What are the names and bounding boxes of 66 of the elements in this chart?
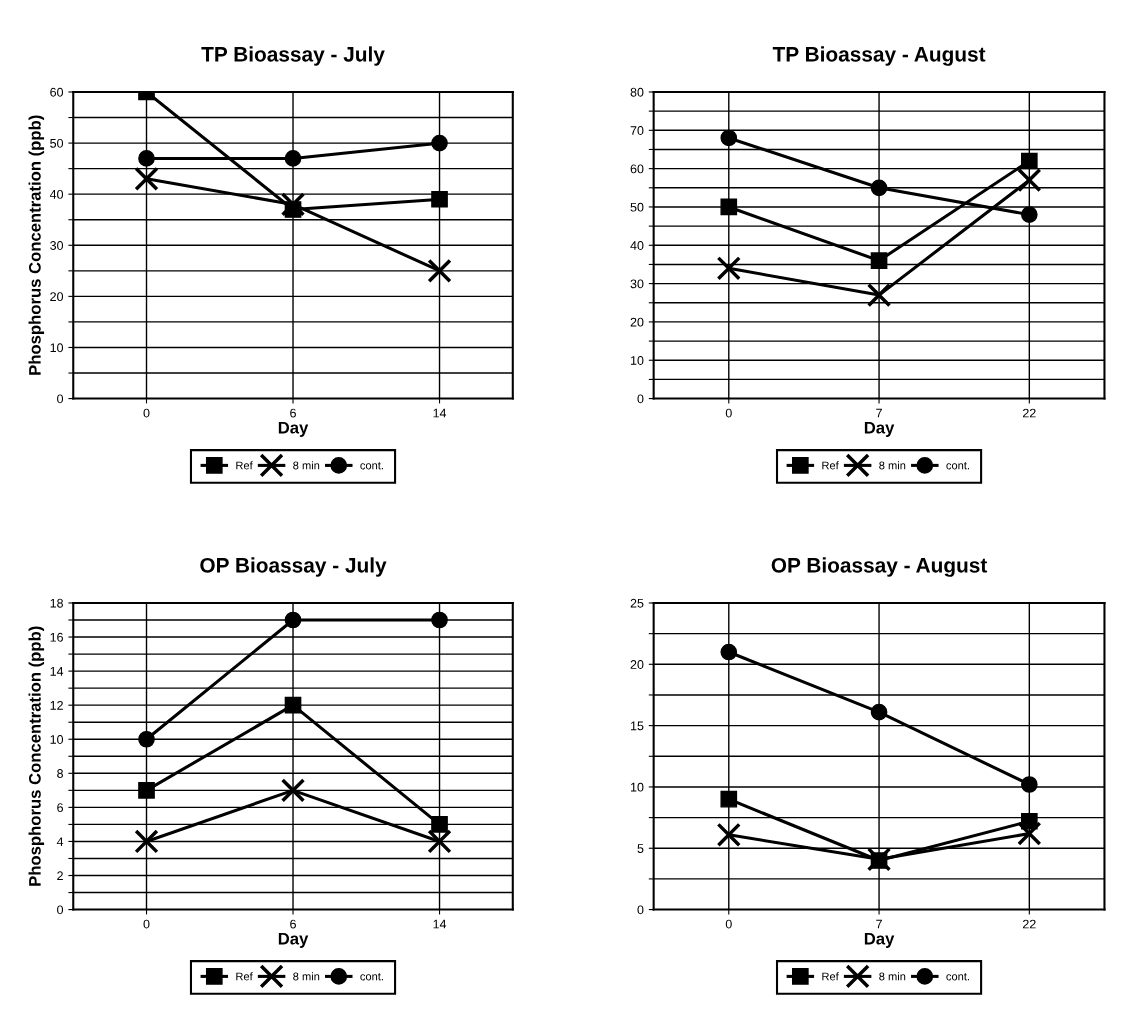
chart-title: OP Bioassay - August	[771, 557, 988, 577]
y-tick-label: 14	[50, 667, 64, 676]
x-axis-title: Day	[864, 932, 895, 948]
y-tick-label: 50	[630, 202, 644, 212]
x-tick-label: 7	[876, 919, 882, 929]
x-tick-label: 7	[876, 408, 882, 418]
x-axis-title: Day	[278, 421, 309, 437]
chart-title: TP Bioassay - August	[772, 46, 986, 66]
y-tick-label: 10	[50, 343, 64, 353]
y-tick-label: 25	[630, 598, 644, 608]
y-tick-label: 20	[630, 317, 644, 327]
y-tick-label: 4	[56, 837, 64, 846]
x-tick-label: 14	[433, 408, 447, 418]
y-tick-label: 40	[49, 189, 64, 199]
y-tick-label: 30	[630, 279, 644, 289]
y-tick-label: 20	[50, 292, 64, 302]
y-tick-label: 80	[630, 87, 644, 97]
legend-label: cont.	[360, 973, 383, 981]
y-tick-label: 10	[630, 782, 644, 792]
y-tick-label: 5	[637, 844, 644, 853]
x-tick-label: 0	[725, 408, 732, 418]
legend-label: Ref	[236, 972, 253, 981]
y-tick-label: 6	[57, 803, 63, 813]
legend-label: 8 min	[879, 461, 906, 470]
chart-title: TP Bioassay - July	[201, 46, 385, 66]
legend-label: 8 min	[293, 972, 320, 981]
legend-label: Ref	[822, 461, 839, 470]
x-tick-label: 0	[143, 919, 150, 929]
legend-label: cont.	[360, 462, 383, 470]
y-tick-label: 8	[57, 769, 63, 778]
y-tick-label: 2	[57, 871, 63, 881]
y-tick-label: 12	[50, 700, 63, 710]
y-tick-label: 20	[630, 660, 644, 669]
y-tick-label: 60	[50, 87, 64, 97]
x-tick-label: 6	[290, 919, 296, 929]
y-axis-title: Phosphorus Concentration (ppb)	[28, 626, 45, 886]
x-tick-label: 0	[143, 408, 150, 418]
y-tick-label: 0	[637, 394, 644, 404]
legend-label: Ref	[822, 972, 839, 981]
x-tick-label: 0	[725, 919, 732, 929]
y-tick-label: 60	[630, 164, 644, 174]
y-tick-label: 40	[630, 241, 644, 250]
y-tick-label: 0	[57, 394, 64, 404]
y-tick-label: 18	[50, 598, 63, 608]
legend-label: 8 min	[293, 461, 320, 470]
y-tick-label: 15	[630, 721, 644, 731]
x-tick-label: 14	[433, 919, 447, 929]
y-tick-label: 10	[50, 735, 64, 744]
legend-label: cont.	[946, 462, 969, 470]
y-axis-title: Phosphorus Concentration (ppb)	[28, 115, 45, 375]
y-tick-label: 30	[50, 241, 64, 250]
y-tick-label: 50	[50, 138, 64, 148]
y-tick-label: 10	[630, 356, 644, 365]
chart-title: OP Bioassay - July	[200, 557, 387, 577]
legend-label: 8 min	[879, 972, 906, 981]
x-axis-title: Day	[278, 932, 309, 948]
x-tick-label: 6	[290, 408, 296, 418]
y-tick-label: 0	[637, 905, 644, 915]
x-axis-title: Day	[864, 421, 895, 437]
x-tick-label: 22	[1023, 408, 1036, 418]
y-tick-label: 70	[630, 126, 644, 135]
x-tick-label: 22	[1023, 919, 1036, 929]
y-tick-label: 16	[50, 632, 63, 642]
y-tick-label: 0	[57, 905, 64, 915]
legend-label: cont.	[946, 973, 969, 981]
legend-label: Ref	[236, 461, 253, 470]
